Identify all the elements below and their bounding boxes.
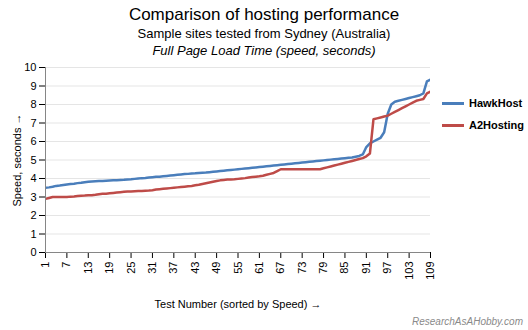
- svg-text:31: 31: [146, 262, 158, 274]
- svg-text:67: 67: [274, 262, 286, 274]
- svg-text:Test Number (sorted by Speed): Test Number (sorted by Speed) →: [155, 298, 322, 310]
- html-text:Comparison of hosting performa: Comparison of hosting performance: [128, 5, 400, 24]
- svg-text:9: 9: [30, 80, 36, 92]
- svg-text:1: 1: [39, 262, 51, 268]
- svg-text:8: 8: [30, 98, 36, 110]
- html-text:Sample sites tested from Sydne: Sample sites tested from Sydney (Austral…: [137, 26, 391, 41]
- svg-text:7: 7: [30, 117, 36, 129]
- svg-text:1: 1: [30, 228, 36, 240]
- svg-text:2: 2: [30, 209, 36, 221]
- html-text:ResearchAsAHobby.com: ResearchAsAHobby.com: [412, 316, 523, 327]
- svg-text:6: 6: [30, 135, 36, 147]
- svg-text:25: 25: [125, 262, 137, 274]
- svg-text:61: 61: [253, 262, 265, 274]
- svg-text:5: 5: [30, 154, 36, 166]
- svg-text:10: 10: [24, 61, 36, 73]
- svg-text:37: 37: [167, 262, 179, 274]
- svg-text:0: 0: [30, 246, 36, 258]
- svg-text:85: 85: [338, 262, 350, 274]
- html-text:Full Page Load Time (speed, se: Full Page Load Time (speed, seconds): [152, 43, 376, 58]
- svg-text:79: 79: [317, 262, 329, 274]
- svg-text:109: 109: [424, 262, 436, 280]
- svg-text:7: 7: [60, 262, 72, 268]
- html-text:HawkHost: HawkHost: [469, 97, 523, 109]
- svg-text:3: 3: [30, 191, 36, 203]
- svg-text:43: 43: [189, 262, 201, 274]
- svg-text:97: 97: [381, 262, 393, 274]
- svg-text:Speed, seconds →: Speed, seconds →: [11, 114, 23, 207]
- svg-text:19: 19: [103, 262, 115, 274]
- svg-text:13: 13: [82, 262, 94, 274]
- svg-text:103: 103: [403, 262, 415, 280]
- html-text:A2Hosting: A2Hosting: [469, 119, 524, 131]
- svg-text:49: 49: [210, 262, 222, 274]
- svg-text:4: 4: [30, 172, 36, 184]
- svg-text:55: 55: [232, 262, 244, 274]
- svg-text:91: 91: [360, 262, 372, 274]
- svg-text:73: 73: [296, 262, 308, 274]
